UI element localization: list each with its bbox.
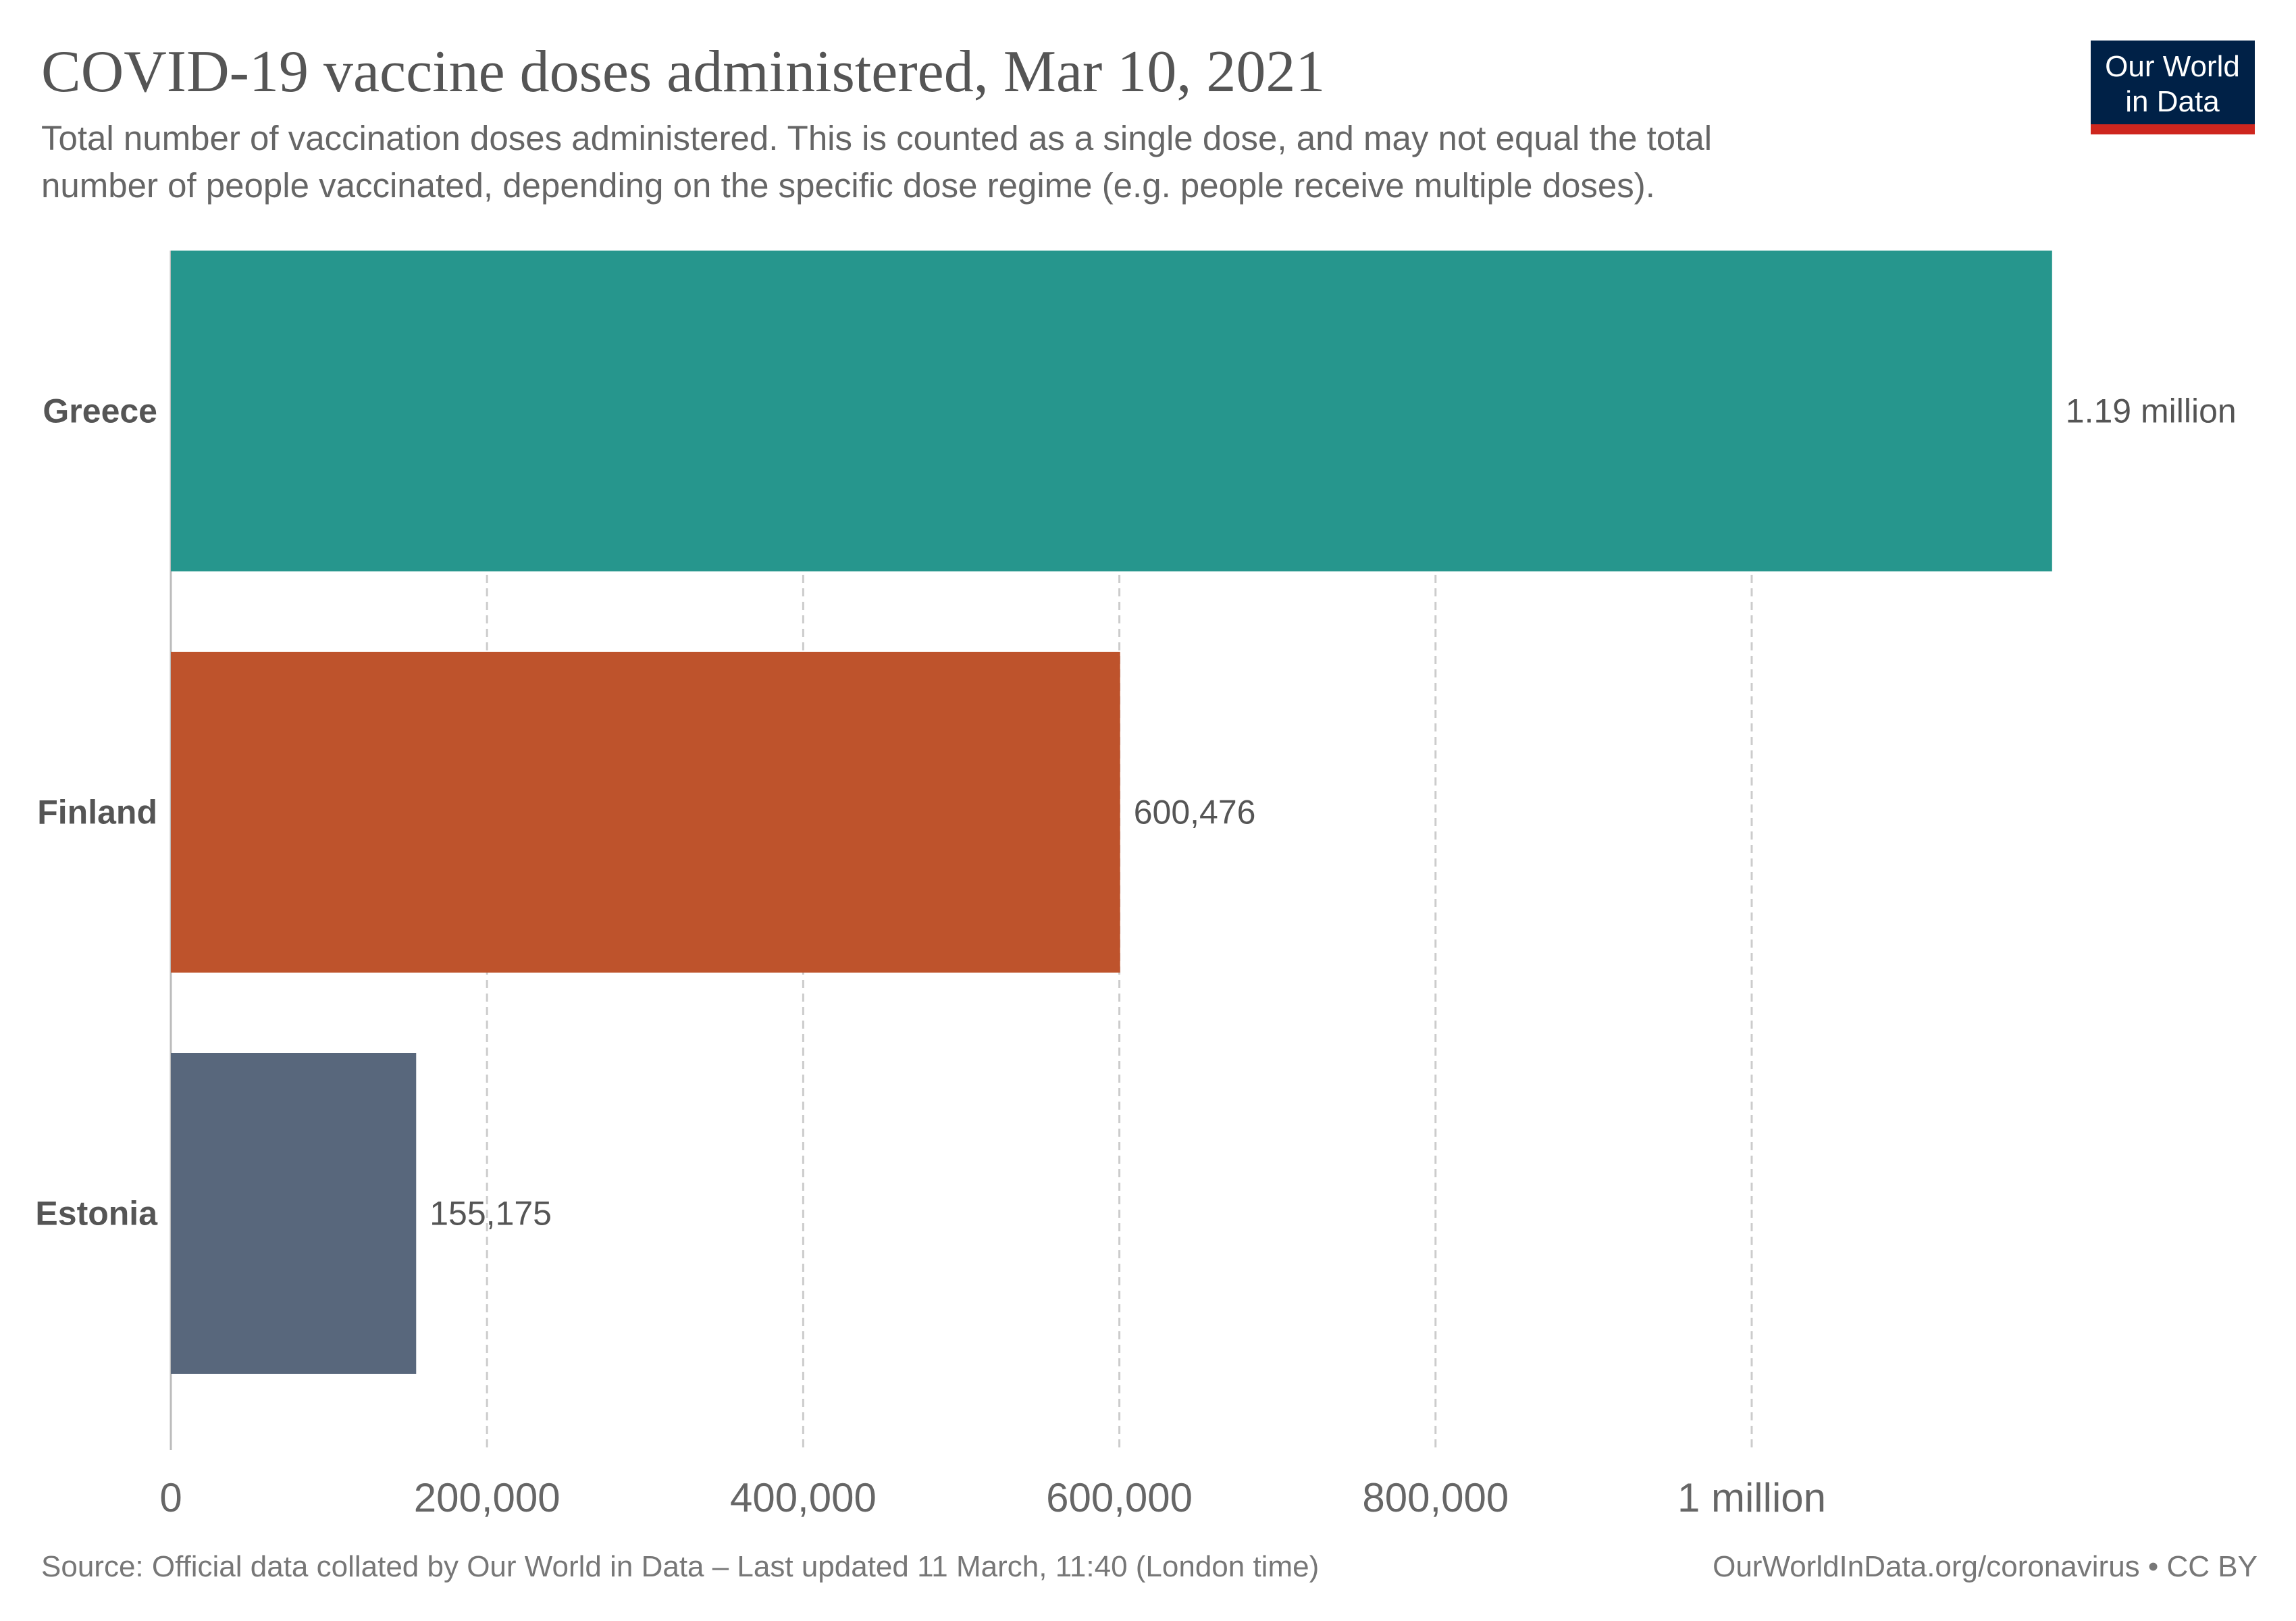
footer-license[interactable]: OurWorldInData.org/coronavirus • CC BY xyxy=(1713,1550,2258,1583)
x-tick-label: 200,000 xyxy=(414,1475,560,1520)
logo-line2: in Data xyxy=(2125,85,2220,118)
value-label: 600,476 xyxy=(1134,794,1256,831)
x-tick-label: 600,000 xyxy=(1046,1475,1193,1520)
chart-subtitle-line2: number of people vaccinated, depending o… xyxy=(41,166,1655,205)
category-label: Finland xyxy=(37,794,157,831)
x-tick-label: 800,000 xyxy=(1362,1475,1509,1520)
bar-group-greece[interactable]: Greece 1.19 million xyxy=(43,251,2237,571)
x-tick-label: 400,000 xyxy=(730,1475,877,1520)
chart-title: COVID-19 vaccine doses administered, Mar… xyxy=(41,39,1325,105)
logo-line1: Our World xyxy=(2105,50,2240,83)
value-label: 155,175 xyxy=(429,1195,552,1233)
category-label: Estonia xyxy=(35,1195,158,1233)
x-tick-label: 1 million xyxy=(1677,1475,1826,1520)
logo-background xyxy=(2091,41,2255,124)
x-tick-label: 0 xyxy=(159,1475,182,1520)
bars: Greece 1.19 million Finland 600,476 Estonia 1… xyxy=(35,251,2237,1374)
footer-source: Source: Official data collated by Our Wo… xyxy=(41,1550,1319,1583)
x-axis-ticks: 0 200,000 400,000 600,000 800,000 1 million xyxy=(159,1475,1826,1520)
value-label: 1.19 million xyxy=(2066,392,2237,430)
category-label: Greece xyxy=(43,392,157,430)
owid-logo[interactable]: Our World in Data xyxy=(2091,41,2255,134)
chart-subtitle-line1: Total number of vaccination doses admini… xyxy=(41,119,1712,157)
bar-group-estonia[interactable]: Estonia 155,175 xyxy=(35,1053,552,1374)
bar-group-finland[interactable]: Finland 600,476 xyxy=(37,652,1255,973)
bar[interactable] xyxy=(171,652,1120,973)
logo-accent-bar xyxy=(2091,124,2255,134)
bar[interactable] xyxy=(171,1053,417,1374)
bar[interactable] xyxy=(171,251,2052,571)
